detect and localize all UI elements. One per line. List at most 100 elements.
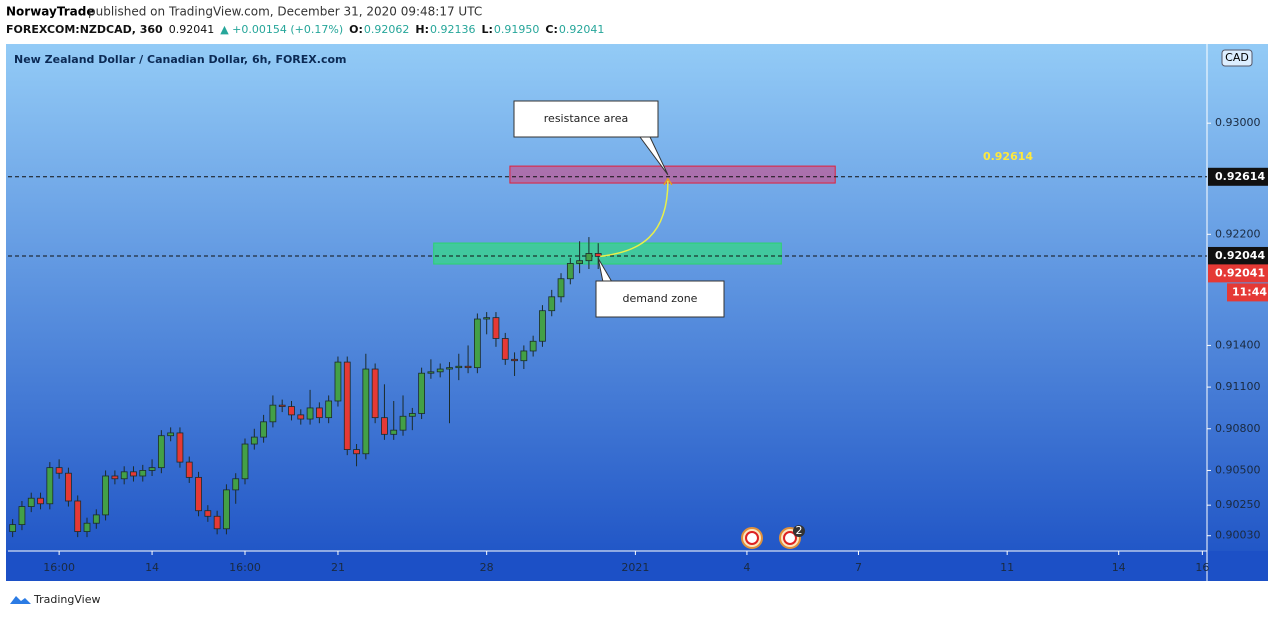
x-tick-label: 14 xyxy=(145,561,159,574)
event-badge-bg xyxy=(793,525,805,537)
price-label-box xyxy=(1208,167,1268,186)
x-tick-label: 4 xyxy=(743,561,750,574)
currency: CAD xyxy=(1225,51,1249,64)
flag xyxy=(745,531,759,545)
candle-body xyxy=(399,415,407,431)
candle-body xyxy=(27,497,35,507)
candle-body xyxy=(353,449,360,455)
last-price-box xyxy=(1208,264,1268,283)
candle-body xyxy=(418,372,425,414)
candle-body xyxy=(306,407,314,420)
y-tick-label: 0.90250 xyxy=(1215,498,1261,511)
candle-body xyxy=(464,365,472,369)
candle-body xyxy=(223,489,230,530)
candle-body xyxy=(427,371,435,374)
candle-body xyxy=(241,443,249,480)
y-tick-label: 0.93000 xyxy=(1215,116,1261,129)
zone xyxy=(433,242,782,265)
flag xyxy=(783,531,797,545)
last-price-label: 0.92041 xyxy=(1215,266,1265,279)
candle-body xyxy=(148,467,156,471)
candle-body xyxy=(260,421,267,438)
x-tick-label: 7 xyxy=(855,561,862,574)
chart-title: New Zealand Dollar / Canadian Dollar, 6h… xyxy=(14,53,347,66)
callout-text: demand zone xyxy=(623,292,698,305)
line-annotation: 0.92614 xyxy=(983,150,1033,163)
candle-body xyxy=(288,406,295,416)
countdown: 11:44 xyxy=(1232,285,1267,298)
callout xyxy=(513,100,659,138)
header-symbol: FOREXCOM:NZDCAD, 360 xyxy=(6,23,163,36)
candle-body xyxy=(436,368,444,373)
callout-text: resistance area xyxy=(544,112,628,125)
candle-body xyxy=(381,417,388,435)
candle-body xyxy=(102,475,109,516)
candle-body xyxy=(576,260,583,264)
candle-body xyxy=(195,476,202,512)
candle-body xyxy=(130,471,137,477)
header-l-label: L: xyxy=(481,23,492,36)
candle-body xyxy=(250,436,258,445)
candle-body xyxy=(37,497,44,505)
candle-body xyxy=(511,358,518,362)
candle-body xyxy=(74,500,82,532)
candle-body xyxy=(167,432,175,437)
y-tick-label: 0.90500 xyxy=(1215,463,1261,476)
published: published on TradingView.com, December 3… xyxy=(88,5,482,19)
candle-body xyxy=(362,368,370,455)
y-tick-label: 0.90030 xyxy=(1215,529,1261,542)
candle-body xyxy=(455,365,463,369)
candle-body xyxy=(585,253,593,262)
candle-body xyxy=(46,467,54,505)
callout-pointer xyxy=(597,258,613,283)
callout xyxy=(595,280,725,318)
candle-body xyxy=(176,432,184,463)
candle-body xyxy=(157,435,165,469)
candle-body xyxy=(548,296,556,312)
candle-body xyxy=(92,514,100,524)
arrow-curve xyxy=(600,180,669,258)
candle-body xyxy=(278,404,286,407)
candle-body xyxy=(315,407,323,419)
candle-body xyxy=(334,361,342,402)
candle-body xyxy=(120,471,128,480)
candle-body xyxy=(83,522,91,532)
x-tick-label: 14 xyxy=(1112,561,1126,574)
arrow-head xyxy=(663,177,673,186)
y-tick-label: 0.91400 xyxy=(1215,338,1261,351)
candle-body xyxy=(232,478,240,491)
header-o-label: O: xyxy=(349,23,363,36)
candle-body xyxy=(65,472,72,502)
y-tick-label: 0.90800 xyxy=(1215,422,1261,435)
candle-body xyxy=(343,361,351,451)
candle-body xyxy=(408,413,416,417)
header-h-label: H: xyxy=(415,23,429,36)
x-tick-label: 16:00 xyxy=(229,561,261,574)
brand: TradingView xyxy=(33,593,100,606)
logo xyxy=(10,596,31,604)
header-l: 0.91950 xyxy=(494,23,540,36)
candle-body xyxy=(492,317,500,339)
x-tick-label: 2021 xyxy=(621,561,649,574)
callout-pointer xyxy=(639,136,669,176)
countdown-box xyxy=(1227,283,1268,302)
candle-body xyxy=(539,310,546,342)
candle-body xyxy=(185,461,193,478)
candle-body xyxy=(520,350,528,362)
candle-body xyxy=(390,429,398,435)
candle-body xyxy=(529,340,537,352)
header-h: 0.92136 xyxy=(430,23,476,36)
currency-badge xyxy=(1221,49,1253,67)
time-axis-band xyxy=(6,551,1268,581)
price-label: 0.92044 xyxy=(1215,249,1265,262)
y-tick-label: 0.92200 xyxy=(1215,227,1261,240)
candle-body xyxy=(111,475,119,480)
y-tick-label: 0.91100 xyxy=(1215,380,1261,393)
header-o: 0.92062 xyxy=(364,23,410,36)
publisher: NorwayTrade xyxy=(6,5,94,19)
header-last: 0.92041 xyxy=(169,23,215,36)
header-change: ▲ +0.00154 (+0.17%) xyxy=(220,23,343,36)
header-c: 0.92041 xyxy=(559,23,605,36)
event-badge: 2 xyxy=(796,524,803,537)
candle-body xyxy=(9,524,17,532)
